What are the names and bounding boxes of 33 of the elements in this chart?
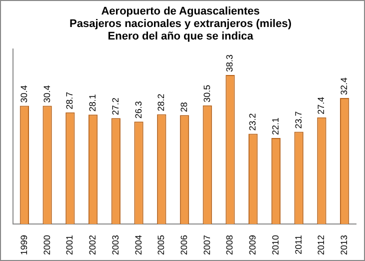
text: Enero del año que se indica — [108, 30, 254, 43]
data-label: 28.2 — [156, 94, 166, 112]
x-tick-label: 2007 — [202, 234, 212, 256]
x-tick-label: 2005 — [156, 234, 166, 256]
data-label: 28.7 — [64, 92, 75, 110]
x-tick-label: 2008 — [224, 234, 235, 256]
data-label: 30.4 — [18, 85, 29, 103]
x-tick-label: 1999 — [18, 234, 29, 256]
data-label: 26.3 — [133, 101, 144, 119]
data-label: 27.4 — [316, 96, 326, 114]
data-label: 28 — [178, 102, 189, 112]
x-tick-label: 2010 — [270, 234, 280, 256]
data-label: 22.1 — [270, 117, 280, 136]
x-tick-label: 2001 — [64, 234, 75, 256]
data-label: 38.3 — [224, 54, 235, 72]
x-tick-label: 2004 — [133, 234, 144, 256]
x-tick-label: 2000 — [42, 234, 52, 256]
x-tick-label: 2012 — [316, 234, 326, 256]
x-tick-label: 2013 — [339, 234, 350, 256]
data-label: 28.1 — [88, 94, 98, 112]
x-tick-label: 2011 — [293, 234, 304, 254]
text: Aeropuerto de Aguascalientes — [101, 5, 260, 18]
data-label: 23.2 — [248, 113, 258, 131]
text: Pasajeros nacionales y extranjeros (miles) — [70, 18, 292, 30]
data-label: 30.5 — [202, 84, 212, 102]
data-label: 30.4 — [42, 85, 52, 103]
x-tick-label: 2002 — [88, 234, 98, 256]
data-label: 27.2 — [110, 98, 120, 116]
data-label: 32.4 — [339, 77, 350, 95]
x-tick-label: 2009 — [248, 234, 258, 256]
data-label: 23.7 — [293, 111, 304, 129]
x-tick-label: 2003 — [110, 234, 120, 256]
x-tick-label: 2006 — [178, 234, 189, 256]
